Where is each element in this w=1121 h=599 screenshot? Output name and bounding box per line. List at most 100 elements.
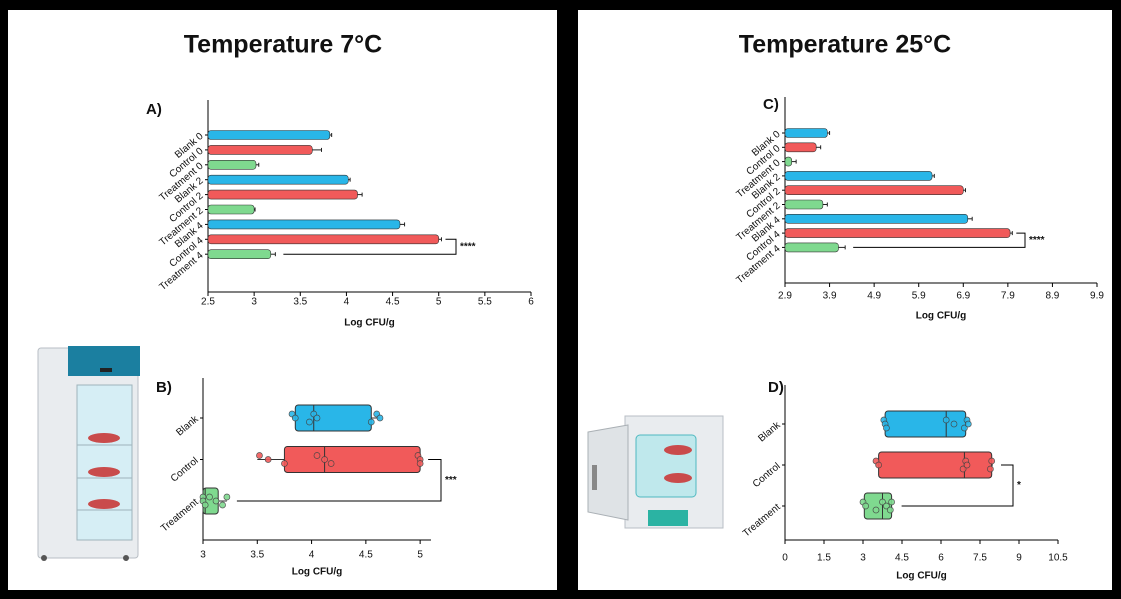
data-point [988,457,996,465]
x-tick-label: 4.5 [359,550,373,561]
bar [207,249,272,259]
data-point [942,416,950,424]
x-tick-label: 3.9 [823,291,837,302]
bar [784,185,964,195]
x-tick-label: 2.9 [778,291,792,302]
x-tick-label: 6 [938,553,944,564]
significance-bracket [236,459,442,502]
x-tick-label: 4.5 [895,553,909,564]
panel-label: C) [763,96,779,113]
x-tick-label: 3 [860,553,866,564]
x-tick-label: 7.9 [1001,291,1015,302]
incubator-illustration [587,415,724,529]
bar [784,156,792,167]
x-axis-title: Log CFU/g [896,571,947,582]
panel-label: D) [768,379,784,396]
data-point [206,493,213,501]
x-tick-label: 4.9 [867,291,881,302]
data-point [367,418,375,426]
x-tick-label: 3 [200,550,206,561]
x-tick-label: 4 [309,550,315,561]
data-point [959,465,967,473]
data-point [883,502,890,510]
bar [784,214,969,224]
panel-label: A) [146,101,162,118]
fridge-illustration [37,346,140,561]
data-point [256,452,263,459]
box [294,404,372,432]
x-axis-title: Log CFU/g [292,567,343,578]
x-tick-label: 2.5 [201,297,215,308]
x-tick-label: 0 [782,553,788,564]
data-point [201,501,209,509]
panel-title: Temperature 7°C [184,31,383,59]
x-tick-label: 6 [528,297,534,308]
bar [207,145,313,155]
x-tick-label: 1.5 [817,553,831,564]
bar [207,174,349,185]
x-tick-label: 10.5 [1048,553,1068,564]
x-tick-label: 5.9 [912,291,926,302]
data-point [883,424,890,432]
bar [784,199,824,210]
data-point [212,497,220,505]
panel-label: B) [156,379,172,396]
data-point [264,456,272,463]
x-tick-label: 3.5 [293,297,307,308]
data-point [416,460,424,467]
bar [207,219,401,230]
data-point [313,452,321,459]
data-point [879,498,886,506]
x-tick-label: 9.9 [1090,291,1104,302]
x-tick-label: 4.5 [386,297,400,308]
x-tick-label: 3.5 [250,550,264,561]
bar [784,242,839,253]
x-tick-label: 6.9 [956,291,970,302]
panel-title: Temperature 25°C [739,31,951,59]
data-point [987,465,994,473]
significance-bracket [853,232,1026,248]
data-point [888,498,895,506]
bar [207,160,257,170]
data-point [327,460,335,467]
significance-label: *** [445,475,457,486]
significance-bracket [283,238,457,255]
bar [784,228,1011,238]
significance-label: **** [460,241,476,252]
x-axis-title: Log CFU/g [344,318,395,329]
data-point [886,506,894,514]
data-point [223,493,231,501]
x-tick-label: 4 [344,297,350,308]
data-point [875,461,882,469]
data-point [313,414,321,422]
x-tick-label: 7.5 [973,553,987,564]
box [283,446,421,473]
bar [784,171,933,181]
x-tick-label: 5 [417,550,423,561]
significance-bracket [901,464,1014,507]
bar [207,189,358,200]
x-tick-label: 5.5 [478,297,492,308]
data-point [376,414,384,422]
data-point [961,424,968,432]
significance-label: * [1017,480,1021,491]
x-axis-title: Log CFU/g [916,311,967,322]
data-point [219,501,226,509]
bar [207,204,255,215]
x-tick-label: 3 [251,297,257,308]
data-point [950,420,958,428]
box [878,451,993,479]
bar [784,142,817,153]
bar [784,128,828,138]
significance-label: **** [1029,235,1045,246]
data-point [291,414,299,422]
data-point [281,460,288,467]
data-point [321,456,328,463]
x-tick-label: 5 [436,297,442,308]
data-point [306,418,313,426]
data-point [862,502,869,510]
bar [207,234,440,245]
data-point [963,461,971,469]
data-point [872,506,880,514]
